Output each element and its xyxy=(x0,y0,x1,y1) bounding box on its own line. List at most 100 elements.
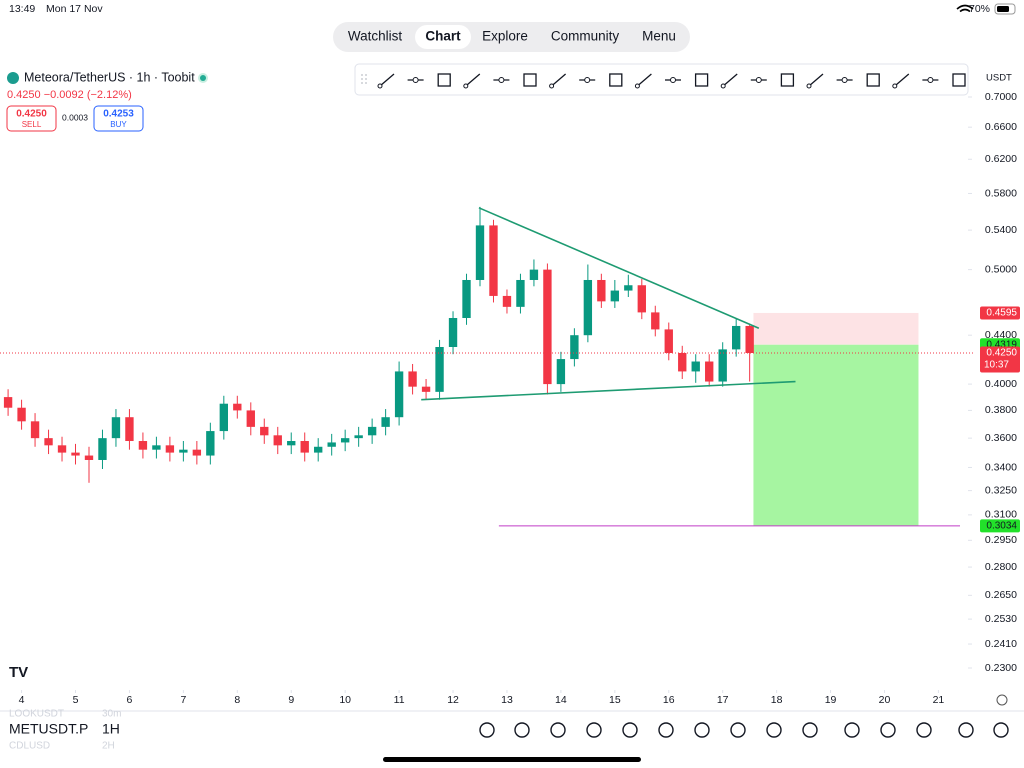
tool-icon[interactable] xyxy=(634,73,652,89)
next-interval: 2H xyxy=(102,741,115,752)
x-tick-label: 7 xyxy=(180,694,186,706)
bottom-tool-icon[interactable] xyxy=(916,722,932,738)
tab[interactable]: Explore xyxy=(482,29,528,44)
tab[interactable]: Watchlist xyxy=(348,29,403,44)
candle-body xyxy=(44,438,53,446)
tool-icon[interactable] xyxy=(892,73,910,89)
axis-settings[interactable] xyxy=(996,694,1008,706)
target-zone xyxy=(753,344,919,526)
tab[interactable]: Community xyxy=(551,29,620,44)
bottom-tool-icon[interactable] xyxy=(880,722,896,738)
sell-button[interactable] xyxy=(6,105,57,132)
tool-icon[interactable] xyxy=(377,73,395,89)
candle-body xyxy=(30,421,40,439)
x-tick-label: 17 xyxy=(717,694,729,706)
y-tick-label: 0.2800 xyxy=(985,561,1017,573)
candle-body xyxy=(570,335,579,360)
bottom-tool-icon[interactable] xyxy=(993,722,1009,738)
tool-icon[interactable] xyxy=(866,73,880,87)
tool-glyph xyxy=(523,73,537,87)
sell-price[interactable]: 0.4250 xyxy=(16,109,47,120)
bottom-tool-icon[interactable] xyxy=(844,722,860,738)
tab[interactable]: Chart xyxy=(425,29,461,44)
currency[interactable]: USDT xyxy=(986,73,1012,84)
tool-icon[interactable] xyxy=(579,77,596,83)
candle-body xyxy=(556,359,566,385)
y-tick-label: 0.6200 xyxy=(985,153,1017,165)
x-tick-label: 14 xyxy=(555,694,567,706)
candle-body xyxy=(732,325,741,350)
candle-body xyxy=(287,441,296,446)
tool-icon[interactable] xyxy=(437,73,451,87)
currency-box[interactable] xyxy=(979,68,1017,88)
bottom-tool-icon[interactable] xyxy=(586,722,602,738)
tool-icon[interactable] xyxy=(463,73,481,89)
bottom-tool-icon[interactable] xyxy=(514,722,530,738)
bottom-tool-icon[interactable] xyxy=(802,722,818,738)
tool-icon[interactable] xyxy=(780,73,795,87)
prev-interval: 30m xyxy=(102,709,121,720)
price-tag-label: 0.3034 xyxy=(986,521,1017,532)
bottom-tool-icon[interactable] xyxy=(958,722,974,738)
prev-symbol: LOOKUSDT xyxy=(9,709,64,720)
candle-body xyxy=(57,445,67,453)
tool-icon[interactable] xyxy=(609,73,623,87)
symbol-title[interactable]: Meteora/TetherUS · 1h · Toobit xyxy=(24,70,195,84)
y-tick-label: 0.7000 xyxy=(985,91,1017,103)
price-tag xyxy=(980,519,1020,533)
tool-icon[interactable] xyxy=(836,77,853,83)
tool-icon[interactable] xyxy=(922,77,939,83)
tool-icon[interactable] xyxy=(523,73,537,87)
toolbar-handle[interactable] xyxy=(361,74,367,86)
sell-label[interactable]: SELL xyxy=(22,120,42,129)
tool-glyph xyxy=(780,73,795,87)
tool-icon[interactable] xyxy=(493,77,510,83)
tool-icon[interactable] xyxy=(694,73,709,87)
tool-icon[interactable] xyxy=(665,77,681,83)
price-tag-label: 0.4250 xyxy=(986,348,1017,359)
tool-icon[interactable] xyxy=(720,73,738,89)
bottom-tool-icon[interactable] xyxy=(766,722,782,738)
candle-body xyxy=(314,446,323,453)
candle-body xyxy=(637,285,646,313)
bottom-interval[interactable]: 1H xyxy=(102,721,120,737)
bottom-tool-icon[interactable] xyxy=(550,722,566,738)
candle-body xyxy=(219,403,228,432)
tool-glyph xyxy=(437,73,451,87)
price-tag-label: 0.4595 xyxy=(986,308,1017,319)
status-dot xyxy=(200,75,206,81)
tool-icon[interactable] xyxy=(407,77,424,83)
tool-glyph xyxy=(722,73,738,87)
bottom-tool-icon[interactable] xyxy=(694,722,710,738)
tool-icon[interactable] xyxy=(806,73,824,89)
buy-button[interactable] xyxy=(93,105,144,132)
tool-icon[interactable] xyxy=(750,77,767,83)
x-tick-label: 8 xyxy=(234,694,240,706)
tab[interactable]: Menu xyxy=(642,29,676,44)
bottom-tool-icon[interactable] xyxy=(730,722,746,738)
candle-body xyxy=(98,438,107,460)
tool-glyph xyxy=(609,73,623,87)
tool-icon[interactable] xyxy=(952,73,966,87)
bottom-symbol[interactable]: METUSDT.P xyxy=(9,721,88,737)
tool-icon[interactable] xyxy=(549,73,567,89)
bottom-tool-icon[interactable] xyxy=(658,722,674,738)
candle-body xyxy=(327,442,336,447)
bottom-tool-icon[interactable] xyxy=(479,722,495,738)
tool-glyph xyxy=(549,83,555,89)
candle-body xyxy=(367,426,377,436)
candle-body xyxy=(300,441,309,453)
x-tick-label: 20 xyxy=(879,694,891,706)
candle-body xyxy=(206,431,215,456)
status-time: 13:49 xyxy=(9,3,35,15)
buy-label[interactable]: BUY xyxy=(110,120,127,129)
bottom-tool-icon[interactable] xyxy=(622,722,638,738)
candle-body xyxy=(246,410,255,427)
tool-glyph xyxy=(841,77,848,83)
x-tick-label: 10 xyxy=(339,694,351,706)
candle-body xyxy=(233,403,242,411)
tool-glyph xyxy=(694,73,709,87)
candle-body xyxy=(165,445,175,453)
candle-body xyxy=(273,435,282,446)
buy-price[interactable]: 0.4253 xyxy=(103,109,134,120)
